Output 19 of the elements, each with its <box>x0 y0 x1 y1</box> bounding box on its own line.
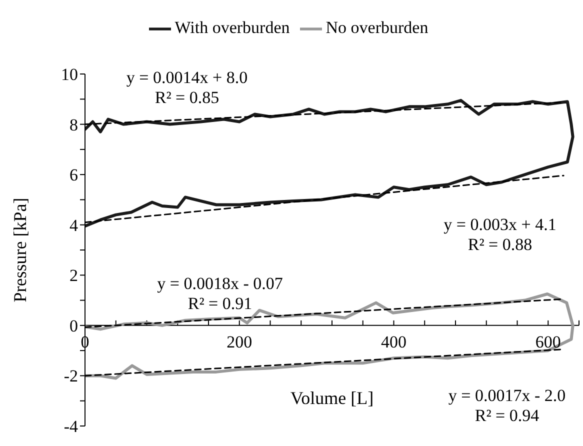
annotation: y = 0.003x + 4.1 R² = 0.88 <box>444 215 556 255</box>
y-tick-label: 6 <box>70 166 78 185</box>
y-tick-label: 8 <box>70 115 78 134</box>
annotation: y = 0.0018x - 0.07 R² = 0.91 <box>157 274 283 314</box>
y-tick-label: -2 <box>64 366 78 386</box>
y-tick-label: 4 <box>70 216 78 235</box>
x-tick-label: 600 <box>535 332 561 352</box>
y-tick-label: 0 <box>70 316 78 336</box>
legend-label: With overburden <box>174 18 290 37</box>
legend-label: No overburden <box>326 18 428 37</box>
x-tick-label: 200 <box>226 332 252 352</box>
annotation: y = 0.0014x + 8.0 R² = 0.85 <box>126 68 248 108</box>
x-tick-label: 400 <box>381 332 406 352</box>
y-tick-label: -4 <box>64 417 78 436</box>
x-axis-title: Volume [L] <box>290 388 374 408</box>
y-tick-label: 2 <box>70 266 78 286</box>
y-axis-title: Pressure [kPa] <box>10 198 30 302</box>
annotation: y = 0.0017x - 2.0 R² = 0.94 <box>448 386 566 426</box>
y-tick-label: 10 <box>61 65 78 84</box>
